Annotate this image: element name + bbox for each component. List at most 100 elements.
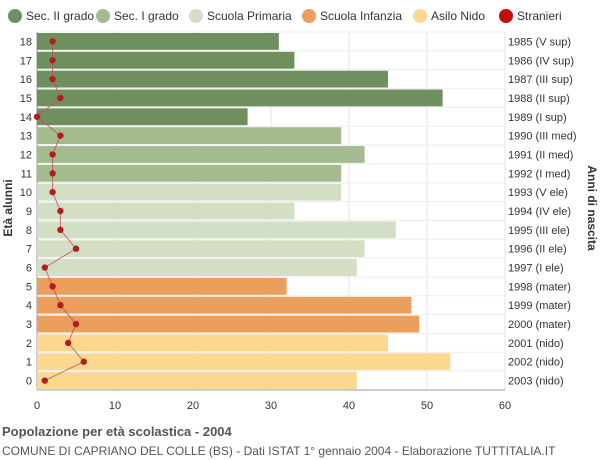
stranieri-point	[49, 75, 56, 83]
birth-tick-label: 2002 (nido)	[508, 357, 564, 369]
stranieri-point	[57, 226, 64, 234]
legend-swatch	[302, 9, 316, 23]
bar	[37, 372, 357, 389]
birth-tick-label: 1993 (V ele)	[508, 187, 568, 199]
legend-label: Scuola Infanzia	[320, 9, 402, 23]
birth-tick-label: 1986 (IV sup)	[508, 55, 574, 67]
age-tick-label: 4	[26, 300, 32, 312]
y-axis-title-right: Anni di nascita	[585, 165, 599, 251]
stranieri-point	[57, 132, 64, 139]
stranieri-point	[49, 151, 56, 158]
birth-year-tick-labels: 1985 (V sup) 1986 (IV sup) 1987 (III sup) 1…	[508, 36, 576, 387]
bar	[37, 296, 412, 314]
stranieri-point	[49, 188, 56, 196]
bar	[37, 315, 420, 333]
age-tick-label: 9	[26, 206, 32, 218]
bar	[37, 221, 396, 239]
bar	[37, 33, 279, 50]
chart-title: Popolazione per età scolastica - 2004	[2, 424, 232, 439]
stranieri-point	[80, 358, 88, 365]
x-tick-label: 10	[109, 400, 121, 412]
birth-tick-label: 1985 (V sup)	[508, 36, 571, 48]
stranieri-point	[33, 113, 41, 120]
bar	[37, 353, 451, 371]
bar	[37, 127, 342, 145]
birth-tick-label: 1987 (III sup)	[508, 74, 573, 86]
bar	[37, 183, 342, 201]
age-tick-label: 6	[26, 263, 32, 275]
bar	[37, 146, 365, 163]
stranieri-point	[72, 245, 80, 252]
birth-tick-label: 1995 (III ele)	[508, 225, 570, 237]
bar	[37, 334, 388, 352]
birth-tick-label: 2003 (nido)	[508, 376, 564, 388]
stranieri-point	[49, 38, 56, 45]
birth-tick-label: 1991 (II med)	[508, 149, 573, 161]
stranieri-point	[49, 57, 56, 64]
legend-label: Sec. II grado	[26, 9, 94, 23]
stranieri-point	[57, 302, 64, 309]
bars	[37, 33, 451, 389]
x-tick-label: 60	[499, 400, 511, 412]
birth-tick-label: 1988 (II sup)	[508, 93, 570, 105]
legend-swatch	[499, 9, 513, 23]
bar	[37, 164, 342, 182]
bar	[37, 108, 248, 126]
birth-tick-label: 2001 (nido)	[508, 338, 564, 350]
chart-subtitle: COMUNE DI CAPRIANO DEL COLLE (BS) - Dati…	[2, 444, 556, 458]
bar	[37, 202, 295, 220]
birth-tick-label: 1994 (IV ele)	[508, 206, 571, 218]
age-tick-label: 11	[21, 168, 32, 180]
age-tick-label: 16	[20, 74, 32, 86]
age-tick-label: 0	[26, 376, 32, 388]
bar	[37, 277, 287, 295]
birth-tick-label: 1992 (I med)	[508, 168, 570, 180]
bar	[37, 51, 295, 69]
stranieri-point	[72, 320, 80, 328]
legend-label: Asilo Nido	[431, 9, 485, 23]
y-axis-title-left: Età alunni	[1, 179, 15, 236]
legend-label: Sec. I grado	[114, 9, 179, 23]
chart: Sec. II grado Sec. I grado Scuola Primaria…	[1, 9, 599, 412]
age-tick-label: 17	[20, 55, 32, 67]
bar	[37, 70, 388, 88]
x-tick-label: 20	[187, 400, 199, 412]
stranieri-point	[57, 94, 64, 102]
age-tick-label: 15	[20, 93, 32, 105]
age-tick-label: 18	[20, 36, 32, 48]
age-tick-label: 13	[20, 131, 32, 143]
stranieri-point	[49, 170, 56, 177]
birth-tick-label: 2000 (mater)	[508, 319, 571, 331]
legend-swatch	[413, 9, 427, 23]
age-tick-label: 5	[26, 281, 32, 293]
stranieri-point	[49, 283, 56, 290]
bar	[37, 240, 365, 258]
age-tick-label: 8	[26, 225, 32, 237]
x-tick-label: 0	[34, 400, 40, 412]
age-tick-label: 14	[20, 112, 32, 124]
birth-tick-label: 1998 (mater)	[508, 281, 571, 293]
stranieri-point	[65, 339, 72, 347]
birth-tick-label: 1997 (I ele)	[508, 263, 564, 275]
legend-label: Stranieri	[517, 9, 562, 23]
stranieri-point	[41, 377, 48, 384]
bar	[37, 89, 443, 107]
birth-tick-label: 1990 (III med)	[508, 131, 576, 143]
stranieri-series	[33, 38, 88, 384]
legend-label: Scuola Primaria	[207, 9, 292, 23]
x-tick-labels: 0 10 20 30 40 50 60	[34, 400, 511, 412]
age-tick-label: 2	[26, 338, 32, 350]
legend-swatch	[8, 9, 22, 23]
legend-swatch	[189, 9, 203, 23]
legend-swatch	[96, 9, 110, 23]
bar	[37, 259, 357, 276]
age-tick-label: 12	[20, 149, 32, 161]
age-tick-label: 3	[26, 319, 32, 331]
x-tick-label: 30	[265, 400, 277, 412]
legend: Sec. II grado Sec. I grado Scuola Primaria…	[8, 9, 562, 23]
x-tick-label: 40	[343, 400, 355, 412]
birth-tick-label: 1989 (I sup)	[508, 112, 567, 124]
birth-tick-label: 1996 (II ele)	[508, 244, 567, 256]
stranieri-point	[57, 207, 64, 215]
